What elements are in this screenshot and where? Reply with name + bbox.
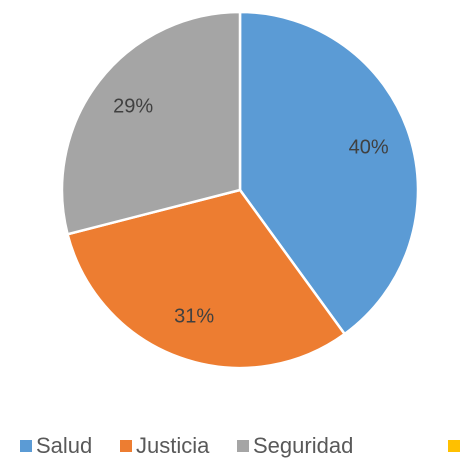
data-label: 29% — [113, 95, 153, 117]
legend-swatch — [20, 440, 32, 452]
legend-swatch-cut — [448, 440, 460, 452]
legend-label: Seguridad — [253, 433, 353, 458]
legend-label: Justicia — [136, 433, 210, 458]
pie-slice — [60, 10, 242, 236]
legend-swatch — [237, 440, 249, 452]
pie-slice — [238, 10, 420, 336]
data-label: 40% — [349, 136, 389, 158]
legend-label: Salud — [36, 433, 92, 458]
legend-swatch — [120, 440, 132, 452]
data-label: 31% — [174, 306, 214, 328]
pie-slice — [66, 188, 347, 370]
